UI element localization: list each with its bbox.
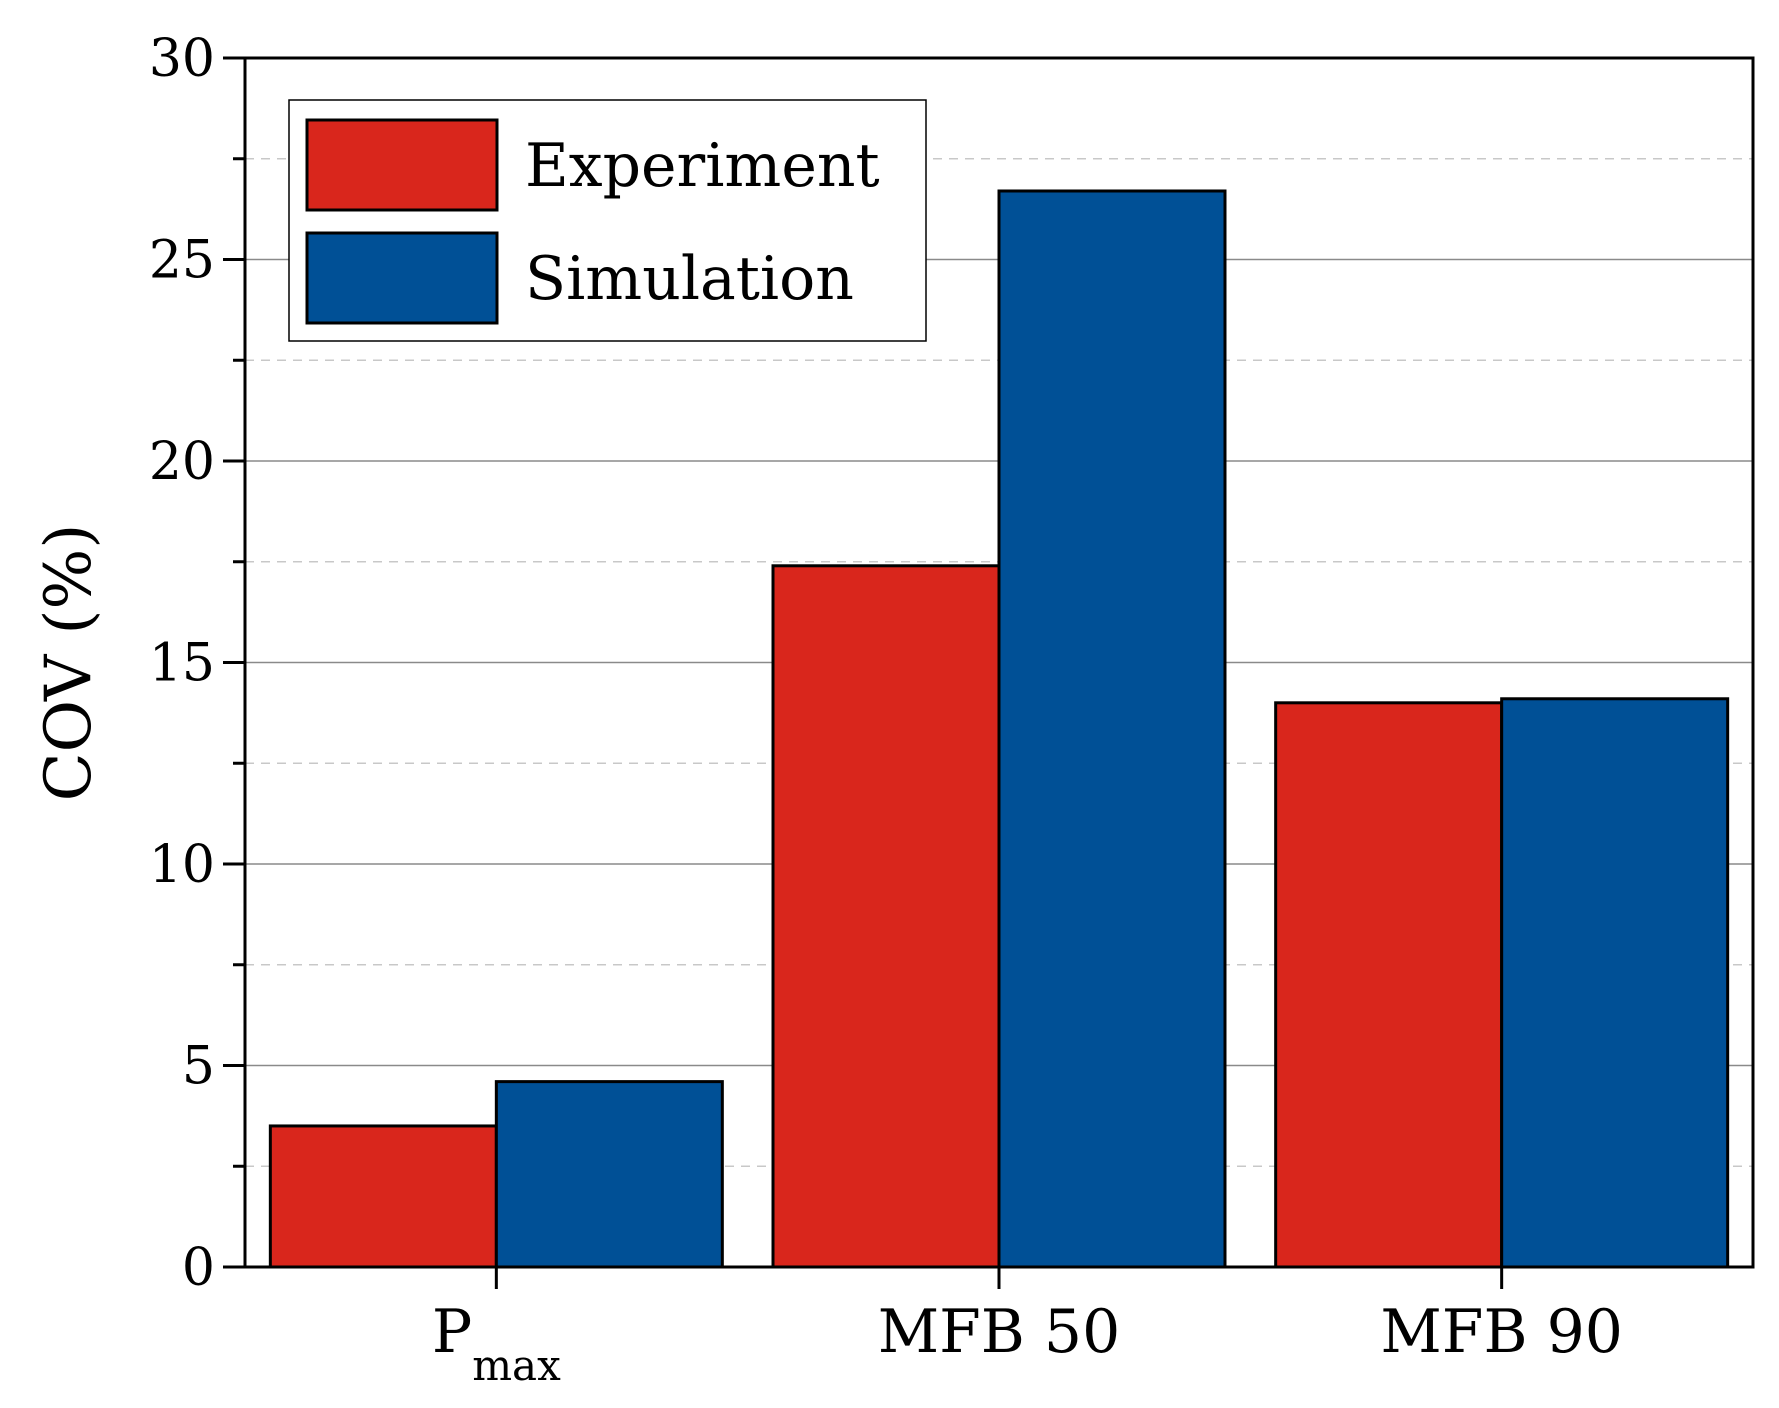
bar-experiment-2: [1274, 701, 1504, 1269]
legend: Experiment Simulation: [288, 99, 927, 342]
y-tick-label: 0: [182, 1238, 215, 1298]
x-axis: Pmax MFB 50 MFB 90: [432, 1267, 1623, 1390]
bar-simulation-0: [494, 1080, 724, 1269]
bar-experiment-0: [268, 1124, 498, 1269]
y-tick-label: 20: [149, 432, 215, 492]
y-tick-label: 15: [149, 634, 215, 694]
x-tick-label: MFB 90: [1380, 1297, 1623, 1367]
y-axis-label: COV (%): [32, 524, 106, 802]
bar-experiment-1: [771, 564, 1001, 1269]
y-tick-label: 10: [149, 835, 215, 895]
x-tick-label: MFB 50: [878, 1297, 1121, 1367]
legend-swatch-experiment: [305, 118, 499, 212]
legend-label-experiment: Experiment: [525, 131, 880, 201]
legend-label-simulation: Simulation: [525, 244, 854, 314]
y-tick-label: 25: [149, 231, 215, 291]
bars: [268, 189, 1730, 1269]
legend-swatch-simulation: [305, 231, 499, 325]
y-axis: 0 5 10 15 20 25 30: [149, 29, 245, 1298]
y-tick-label: 30: [149, 29, 215, 89]
bar-simulation-1: [997, 189, 1227, 1269]
x-tick-label: Pmax: [432, 1297, 561, 1390]
bar-simulation-2: [1500, 697, 1730, 1269]
y-tick-label: 5: [182, 1037, 215, 1097]
